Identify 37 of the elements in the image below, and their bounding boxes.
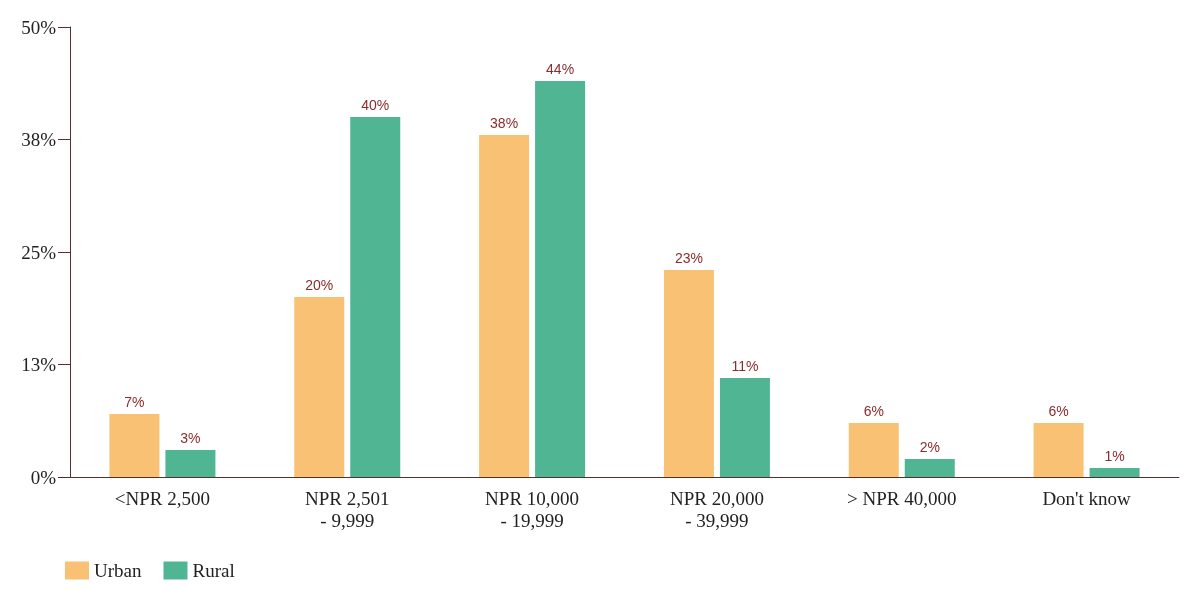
x-tick-label: Don't know: [1042, 487, 1132, 509]
data-label: 3%: [180, 430, 201, 446]
y-tick-label: 38%: [21, 129, 57, 150]
data-label: 44%: [546, 61, 575, 77]
x-tick-label: NPR 2,501 - 9,999: [305, 487, 390, 531]
x-tick-label: NPR 10,000 - 19,999: [485, 487, 580, 531]
data-label: 20%: [305, 277, 334, 293]
bar: [109, 414, 160, 477]
y-tick-label: 25%: [21, 241, 57, 263]
legend-label: Urban: [94, 560, 142, 581]
x-tick-label: NPR 20,000 - 39,999: [669, 487, 764, 531]
bar: [719, 378, 770, 477]
data-label: 40%: [361, 97, 390, 113]
x-tick-label: <NPR 2,500: [114, 487, 211, 509]
y-tick-label: 0%: [30, 466, 57, 488]
data-label: 23%: [674, 250, 703, 266]
data-label: 38%: [490, 115, 519, 131]
bar: [848, 423, 899, 477]
data-label: 6%: [1048, 403, 1069, 419]
data-label: 7%: [124, 394, 145, 410]
data-label: 1%: [1104, 448, 1125, 464]
bar: [165, 450, 216, 477]
y-tick-label: 50%: [21, 16, 57, 38]
bar: [1089, 468, 1140, 477]
bar: [904, 459, 955, 477]
x-tick-label: > NPR 40,000: [847, 487, 957, 509]
legend-label: Rural: [192, 560, 235, 581]
bar: [350, 117, 401, 477]
bar: [294, 297, 345, 477]
bar: [479, 135, 530, 477]
data-label: 2%: [919, 439, 940, 455]
data-label: 11%: [731, 358, 759, 374]
data-label: 6%: [863, 403, 884, 419]
y-tick-label: 13%: [21, 354, 57, 375]
bar: [535, 81, 586, 477]
bar: [663, 270, 714, 477]
bar: [1033, 423, 1084, 477]
